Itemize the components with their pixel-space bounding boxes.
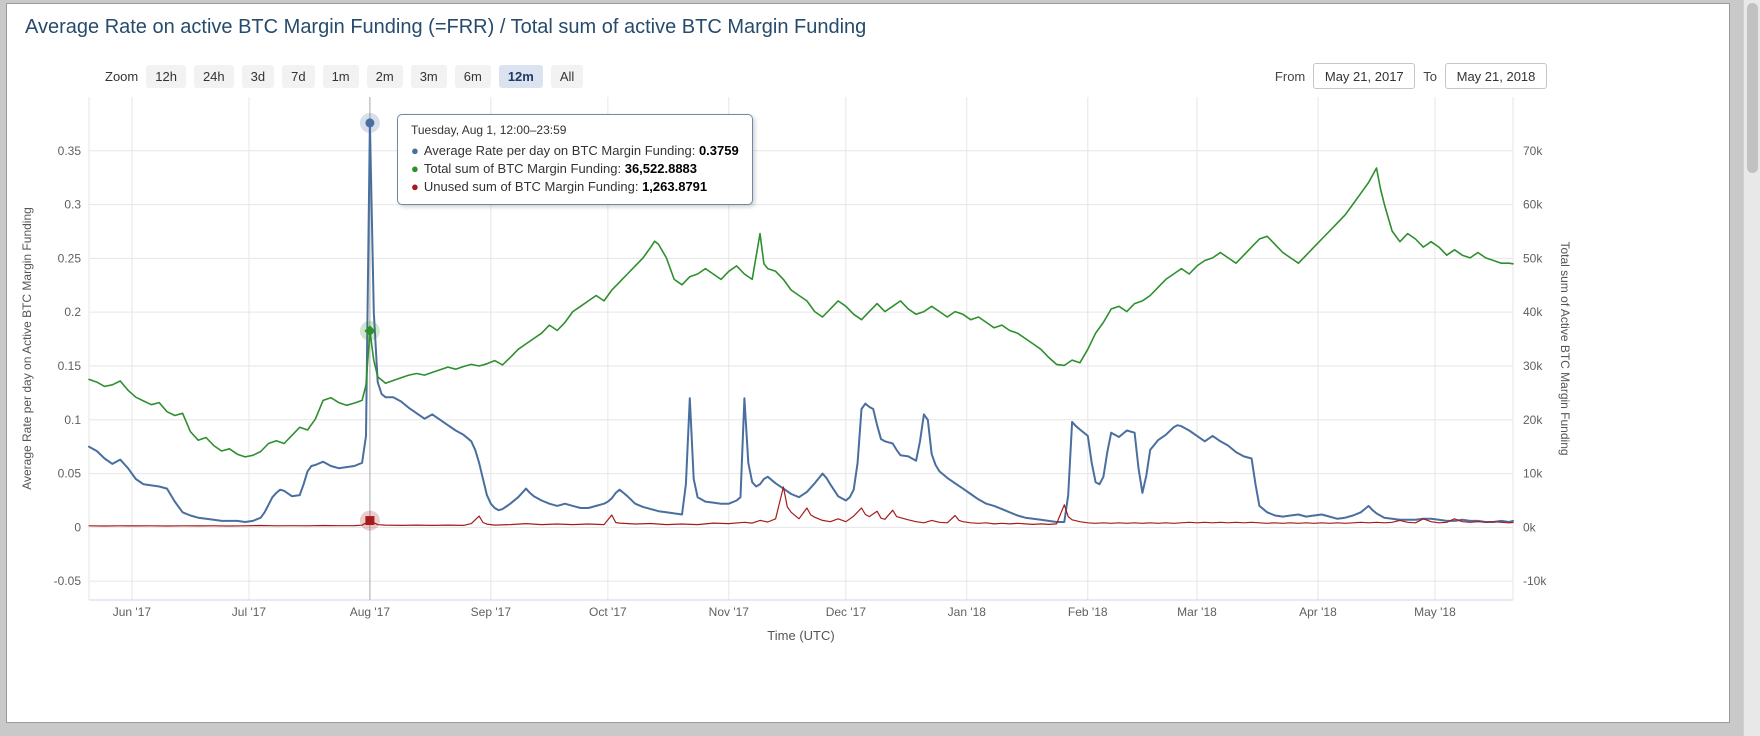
rate-marker-icon — [365, 118, 375, 128]
zoom-button-7d[interactable]: 7d — [282, 64, 315, 88]
right-axis-tick-label: 10k — [1523, 467, 1543, 481]
chart-plot-area[interactable]: -0.05 0 0.05 0.1 0.15 0.2 0.25 0.3 0.35 -10k 0k 10k… — [7, 92, 1731, 662]
x-axis-title: Time (UTC) — [767, 628, 834, 643]
unused-marker-icon — [365, 516, 375, 526]
right-axis-tick-label: 40k — [1523, 305, 1543, 319]
total-marker-icon — [364, 325, 376, 337]
x-axis-tick-label: Jan '18 — [948, 605, 987, 619]
right-axis-tick-label: -10k — [1523, 574, 1547, 588]
zoom-button-1m[interactable]: 1m — [322, 64, 359, 88]
left-axis-tick-label: 0.15 — [58, 359, 82, 373]
left-axis-tick-label: 0.1 — [64, 413, 81, 427]
x-axis-tick-label: Apr '18 — [1299, 605, 1337, 619]
right-axis-tick-label: 0k — [1523, 520, 1537, 534]
page-title: Average Rate on active BTC Margin Fundin… — [25, 16, 867, 38]
zoom-button-3m[interactable]: 3m — [410, 64, 447, 88]
right-axis-tick-label: 50k — [1523, 251, 1543, 265]
series-line-2[interactable] — [88, 486, 1514, 527]
zoom-button-6m[interactable]: 6m — [454, 64, 491, 88]
x-axis-tick-label: Nov '17 — [709, 605, 750, 619]
date-range-controls: From To — [1275, 63, 1547, 89]
to-date-input[interactable] — [1445, 63, 1547, 89]
tooltip-rows: ● Average Rate per day on BTC Margin Fund… — [411, 143, 739, 194]
zoom-button-group: 12h 24h 3d 7d 1m 2m 3m 6m 12m All — [146, 64, 584, 88]
right-axis-tick-label: 20k — [1523, 413, 1543, 427]
zoom-button-2m[interactable]: 2m — [366, 64, 403, 88]
left-axis-tick-label: 0.25 — [58, 251, 82, 265]
x-axis-tick-label: Feb '18 — [1068, 605, 1108, 619]
chart-tooltip: Tuesday, Aug 1, 12:00–23:59 ● Average Rat… — [397, 114, 753, 205]
left-axis-tick-label: -0.05 — [54, 574, 82, 588]
zoom-button-24h[interactable]: 24h — [193, 64, 234, 88]
zoom-label: Zoom — [105, 68, 139, 84]
left-axis-tick-label: 0.2 — [64, 305, 81, 319]
zoom-button-12h[interactable]: 12h — [146, 64, 186, 88]
left-axis-tick-label: 0.35 — [58, 144, 82, 158]
scrollbar-thumb[interactable] — [1747, 3, 1758, 173]
right-axis-title: Total sum of Active BTC Margin Funding — [1558, 241, 1572, 455]
right-axis-tick-label: 60k — [1523, 198, 1543, 212]
x-axis-tick-label: Jun '17 — [113, 605, 152, 619]
from-date-input[interactable] — [1313, 63, 1416, 89]
right-axis-tick-label: 70k — [1523, 144, 1543, 158]
x-axis-tick-label: Oct '17 — [589, 605, 627, 619]
x-axis-tick-label: Aug '17 — [350, 605, 391, 619]
series-bullet-icon: ● — [411, 161, 419, 176]
right-axis-tick-label: 30k — [1523, 359, 1543, 373]
range-selector: Zoom 12h 24h 3d 7d 1m 2m 3m 6m 12m All From To — [7, 60, 1729, 92]
series-line-0[interactable] — [88, 121, 1514, 523]
x-axis-tick-label: Mar '18 — [1177, 605, 1217, 619]
zoom-button-12m[interactable]: 12m — [498, 64, 543, 88]
series-line-1[interactable] — [88, 167, 1514, 458]
left-axis-title: Average Rate per day on Active BTC Margi… — [20, 207, 34, 490]
left-axis-tick-label: 0.3 — [64, 198, 81, 212]
x-axis-tick-label: Jul '17 — [232, 605, 267, 619]
zoom-controls: Zoom 12h 24h 3d 7d 1m 2m 3m 6m 12m All — [105, 64, 584, 88]
series-bullet-icon: ● — [411, 143, 419, 158]
x-axis-tick-label: May '18 — [1414, 605, 1456, 619]
x-axis-tick-label: Dec '17 — [826, 605, 867, 619]
page-scrollbar[interactable] — [1743, 0, 1760, 736]
zoom-button-3d[interactable]: 3d — [241, 64, 275, 88]
tooltip-date: Tuesday, Aug 1, 12:00–23:59 — [411, 123, 567, 137]
left-axis-tick-label: 0.05 — [58, 467, 82, 481]
left-axis-tick-label: 0 — [74, 520, 81, 534]
chart-card: Average Rate on active BTC Margin Fundin… — [6, 3, 1730, 723]
tooltip-series-row: ● Unused sum of BTC Margin Funding: 1,263… — [411, 179, 708, 194]
x-axis-tick-label: Sep '17 — [471, 605, 512, 619]
series-bullet-icon: ● — [411, 179, 419, 194]
tooltip-series-row: ● Total sum of BTC Margin Funding: 36,522… — [411, 161, 698, 176]
zoom-button-all[interactable]: All — [550, 64, 584, 88]
from-label: From — [1274, 68, 1306, 84]
to-label: To — [1423, 68, 1437, 84]
tooltip-series-row: ● Average Rate per day on BTC Margin Fund… — [411, 143, 739, 158]
